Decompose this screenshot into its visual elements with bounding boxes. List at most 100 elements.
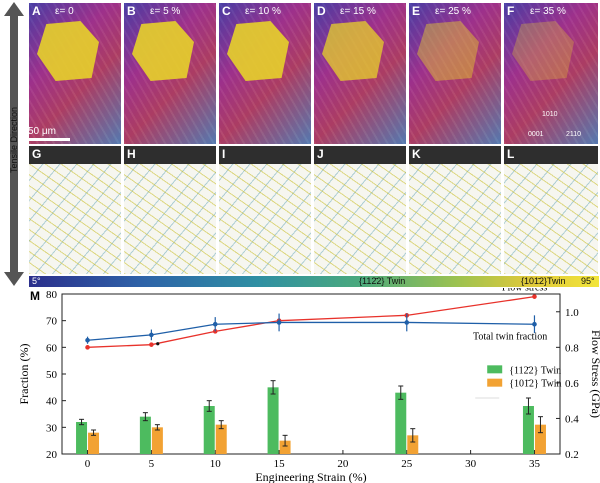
panel-label: D	[317, 4, 326, 18]
x-tick-label: 10	[210, 458, 222, 470]
panel-label: E	[412, 4, 421, 18]
y2-tick-label: 0.4	[565, 413, 579, 425]
twin-fraction-chart: 0 5 10 15 20 25 30 35 20 30 40 50 60 70 80 0.2 0.4 0.6 0.8…	[17, 288, 600, 483]
y2-tick-label: 1.0	[565, 307, 579, 319]
panel-k: K	[409, 146, 501, 274]
panel-j: J	[314, 146, 406, 274]
panel-strain: ε= 15 %	[340, 6, 376, 17]
bar	[279, 440, 291, 454]
pole-label: 2110	[566, 131, 582, 138]
y-tick-label: 20	[46, 449, 58, 461]
flow-stress-line	[87, 321, 535, 341]
panel-c: C ε= 10 %	[219, 3, 311, 144]
legend-label: {112̄2} Twin	[509, 365, 561, 376]
plot-frame	[61, 293, 561, 455]
tensile-direction-label: Tensile Direction	[9, 106, 19, 174]
stray-dot	[156, 342, 160, 346]
bar	[203, 406, 215, 454]
panel-strain: ε= 35 %	[530, 6, 566, 17]
x-tick-label: 35	[529, 458, 541, 470]
bar	[522, 406, 534, 454]
panel-strain: ε= 10 %	[245, 6, 281, 17]
x-tick-label: 0	[85, 458, 91, 470]
flow-stress-annotation: Flow stress	[502, 288, 547, 294]
x-tick-label: 5	[149, 458, 155, 470]
x-tick-label: 25	[401, 458, 413, 470]
flow-stress-point	[276, 320, 282, 325]
y2-tick-label: 0.2	[565, 449, 579, 461]
twin-lines	[29, 164, 121, 274]
total-twin-annotation: Total twin fraction	[473, 331, 547, 342]
y-tick-label: 50	[46, 369, 58, 381]
twin-lines	[409, 164, 501, 274]
yellow-grain	[37, 21, 99, 81]
twin-lines	[314, 164, 406, 274]
y-tick-label: 70	[46, 316, 58, 328]
panel-label: G	[32, 147, 42, 161]
legend-swatch	[487, 378, 503, 387]
panel-label: B	[127, 4, 136, 18]
colorbar-min: 5°	[32, 276, 41, 286]
bar	[215, 424, 227, 454]
legend-swatch	[487, 365, 503, 374]
panel-g: G	[29, 146, 121, 274]
total-twin-line	[87, 296, 535, 348]
y-tick-label: 40	[46, 396, 58, 408]
flow-stress-point	[85, 337, 90, 343]
total-twin-point	[149, 342, 154, 347]
twin-lines	[219, 164, 311, 274]
pole-label: 0001	[528, 131, 544, 138]
y-axis-label: Fraction (%)	[17, 344, 31, 405]
bar	[407, 435, 419, 454]
bar	[76, 422, 88, 454]
x-axis-label: Engineering Strain (%)	[255, 470, 366, 483]
panel-label: L	[507, 147, 515, 161]
panel-label: H	[127, 147, 136, 161]
panel-m-label: M	[30, 289, 40, 303]
bar	[534, 424, 546, 454]
y-tick-label: 80	[46, 289, 58, 301]
y2-tick-label: 0.6	[565, 378, 579, 390]
panel-strain: ε= 5 %	[150, 6, 181, 17]
bar	[88, 432, 100, 454]
bar	[151, 427, 163, 454]
misorientation-colorbar: 5° {112̄2} Twin {101̄2}Twin 95°	[29, 276, 599, 287]
y-tick-label: 60	[46, 342, 58, 354]
double-arrow-icon	[4, 2, 24, 286]
colorbar-twin-label-2: {101̄2}Twin	[521, 276, 566, 286]
total-twin-point	[85, 345, 90, 350]
legend-label: {101̄2} Twin	[509, 379, 561, 390]
panel-b: B ε= 5 %	[124, 3, 216, 144]
x-tick-label: 15	[274, 458, 286, 470]
panel-f: F ε= 35 % 1010 0001 2110	[504, 3, 598, 144]
panel-label: A	[32, 4, 41, 18]
tensile-direction-arrow: Tensile Direction	[0, 0, 28, 290]
panel-strain: ε= 0	[55, 6, 74, 17]
y2-axis-label: Flow Stress (GPa)	[589, 330, 600, 418]
yellow-grain	[512, 21, 574, 81]
scale-bar	[28, 138, 70, 141]
y-tick-label: 30	[46, 422, 58, 434]
bar	[395, 392, 407, 454]
y2-tick-label: 0.8	[565, 342, 579, 354]
yellow-grain	[322, 21, 384, 81]
colorbar-twin-label-1: {112̄2} Twin	[359, 276, 406, 286]
bar	[139, 416, 151, 454]
panel-strain: ε= 25 %	[435, 6, 471, 17]
panel-e: E ε= 25 %	[409, 3, 501, 144]
panel-label: K	[412, 147, 421, 161]
panel-h: H	[124, 146, 216, 274]
yellow-grain	[417, 21, 479, 81]
panel-label: J	[317, 147, 324, 161]
colorbar-max: 95°	[581, 276, 595, 286]
panel-l: L	[504, 146, 598, 274]
x-tick-label: 30	[465, 458, 477, 470]
panel-label: C	[222, 4, 231, 18]
scale-bar-label: 50 μm	[28, 126, 56, 137]
panel-label: F	[507, 4, 515, 18]
panel-a: A ε= 0	[29, 3, 121, 144]
panel-label: I	[222, 147, 226, 161]
total-twin-point	[532, 294, 537, 299]
panel-d: D ε= 15 %	[314, 3, 406, 144]
bar	[267, 387, 279, 454]
